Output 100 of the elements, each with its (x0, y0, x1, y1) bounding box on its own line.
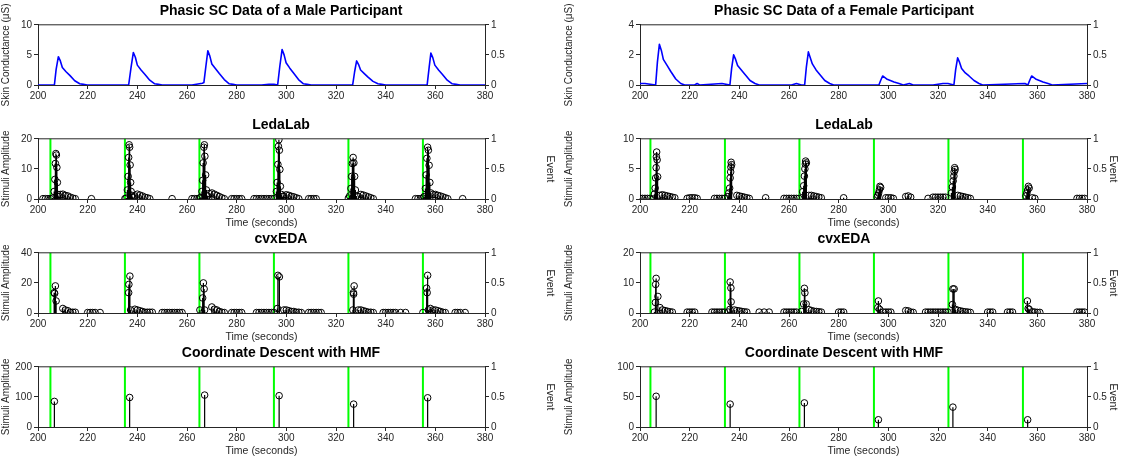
x-tick-label: 320 (929, 89, 947, 101)
point (50, 397, 59, 406)
x-tick-label: 360 (1028, 203, 1047, 215)
y2-tick-label: 0.5 (491, 162, 506, 174)
y-tick-label: 200 (15, 360, 33, 372)
y2-tick-label: 1 (491, 132, 497, 144)
x-axis-title: Time (seconds) (225, 443, 298, 456)
x-tick-label: 220 (681, 431, 699, 443)
x-tick-label: 340 (979, 317, 997, 329)
y-tick-label: 0 (628, 420, 635, 432)
x-tick-label: 340 (377, 317, 395, 329)
x-tick-label: 240 (730, 431, 749, 443)
y-axis-title: Stimuli Amplitude (562, 130, 574, 208)
x-tick-label: 260 (178, 203, 196, 215)
x-tick-label: 280 (228, 89, 246, 101)
y-tick-label: 20 (622, 246, 635, 258)
x-tick-label: 240 (128, 203, 147, 215)
x-tick-label: 380 (1078, 431, 1096, 443)
x-tick-label: 300 (277, 431, 296, 443)
point (874, 415, 883, 424)
chart-title: Coordinate Descent with HMF (181, 344, 381, 361)
chart-title: cvxEDA (254, 230, 308, 247)
x-tick-label: 320 (327, 431, 345, 443)
x-tick-label: 260 (780, 317, 798, 329)
y2-axis-title: Event (544, 155, 557, 183)
y-tick-label: 0 (26, 78, 33, 90)
y2-tick-label: 0 (1093, 306, 1099, 318)
x-tick-label: 380 (476, 431, 494, 443)
x-tick-label: 280 (830, 317, 848, 329)
point (125, 393, 134, 402)
y-tick-label: 0 (628, 306, 635, 318)
point (800, 399, 809, 407)
y2-axis-title: Event (1107, 383, 1120, 411)
x-tick-label: 320 (929, 317, 947, 329)
x-axis-title: Time (seconds) (225, 329, 298, 342)
chart-title: Coordinate Descent with HMF (744, 344, 944, 361)
x-tick-label: 220 (681, 203, 699, 215)
y-tick-label: 10 (622, 132, 635, 144)
x-tick-label: 240 (730, 317, 749, 329)
y2-axis-title: Event (544, 383, 557, 411)
x-tick-label: 260 (780, 203, 798, 215)
y-axis-title: Stimuli Amplitude (562, 358, 574, 436)
point (949, 403, 957, 411)
x-tick-label: 300 (879, 431, 898, 443)
y-tick-label: 50 (622, 390, 635, 402)
chart-title: Phasic SC Data of a Male Participant (159, 2, 403, 19)
y2-tick-label: 1 (1093, 132, 1099, 144)
x-tick-label: 300 (277, 89, 296, 101)
y2-tick-label: 0 (491, 306, 497, 318)
y-tick-label: 5 (628, 162, 635, 174)
x-tick-label: 340 (979, 203, 997, 215)
x-tick-label: 360 (426, 203, 445, 215)
x-tick-label: 280 (830, 431, 848, 443)
y2-tick-label: 0.5 (1093, 48, 1108, 60)
x-axis-title: Time (seconds) (827, 215, 900, 228)
x-tick-label: 380 (476, 89, 494, 101)
chart-title: LedaLab (815, 116, 873, 133)
y-tick-label: 0 (628, 78, 635, 90)
y2-axis-title: Event (544, 269, 557, 297)
y2-tick-label: 1 (1093, 360, 1099, 372)
x-tick-label: 320 (327, 317, 345, 329)
point (726, 400, 734, 408)
y-axis-title: Stimuli Amplitude (0, 244, 11, 322)
x-tick-label: 360 (426, 89, 445, 101)
y-tick-label: 10 (622, 276, 635, 288)
y2-tick-label: 0.5 (1093, 276, 1108, 288)
y-axis-title: Stimuli Amplitude (562, 244, 574, 322)
x-tick-label: 280 (228, 317, 246, 329)
x-tick-label: 320 (327, 89, 345, 101)
x-tick-label: 260 (780, 431, 798, 443)
y-tick-label: 10 (20, 162, 33, 174)
x-tick-label: 220 (79, 317, 97, 329)
y2-tick-label: 0 (491, 78, 497, 90)
x-tick-label: 300 (879, 317, 898, 329)
x-tick-label: 380 (476, 203, 494, 215)
x-tick-label: 260 (178, 317, 196, 329)
x-axis-title: Time (seconds) (827, 443, 900, 456)
x-tick-label: 300 (277, 317, 296, 329)
x-tick-label: 220 (79, 89, 97, 101)
y-tick-label: 10 (20, 18, 33, 30)
point (1023, 415, 1032, 424)
x-tick-label: 280 (228, 203, 246, 215)
x-tick-label: 340 (377, 431, 395, 443)
y2-tick-label: 0 (1093, 420, 1099, 432)
x-tick-label: 380 (1078, 89, 1096, 101)
x-axis-title: Time (seconds) (225, 215, 298, 228)
y-tick-label: 4 (628, 18, 635, 30)
y2-tick-label: 0.5 (1093, 162, 1108, 174)
y-tick-label: 2 (628, 48, 635, 60)
y-tick-label: 100 (617, 360, 635, 372)
x-tick-label: 360 (1028, 89, 1047, 101)
x-tick-label: 300 (277, 203, 296, 215)
x-tick-label: 240 (730, 203, 749, 215)
y2-tick-label: 0 (491, 192, 497, 204)
x-tick-label: 220 (681, 89, 699, 101)
y2-tick-label: 0.5 (1093, 390, 1108, 402)
point (200, 391, 209, 399)
x-tick-label: 380 (1078, 203, 1096, 215)
point (275, 391, 283, 400)
x-tick-label: 280 (228, 431, 246, 443)
